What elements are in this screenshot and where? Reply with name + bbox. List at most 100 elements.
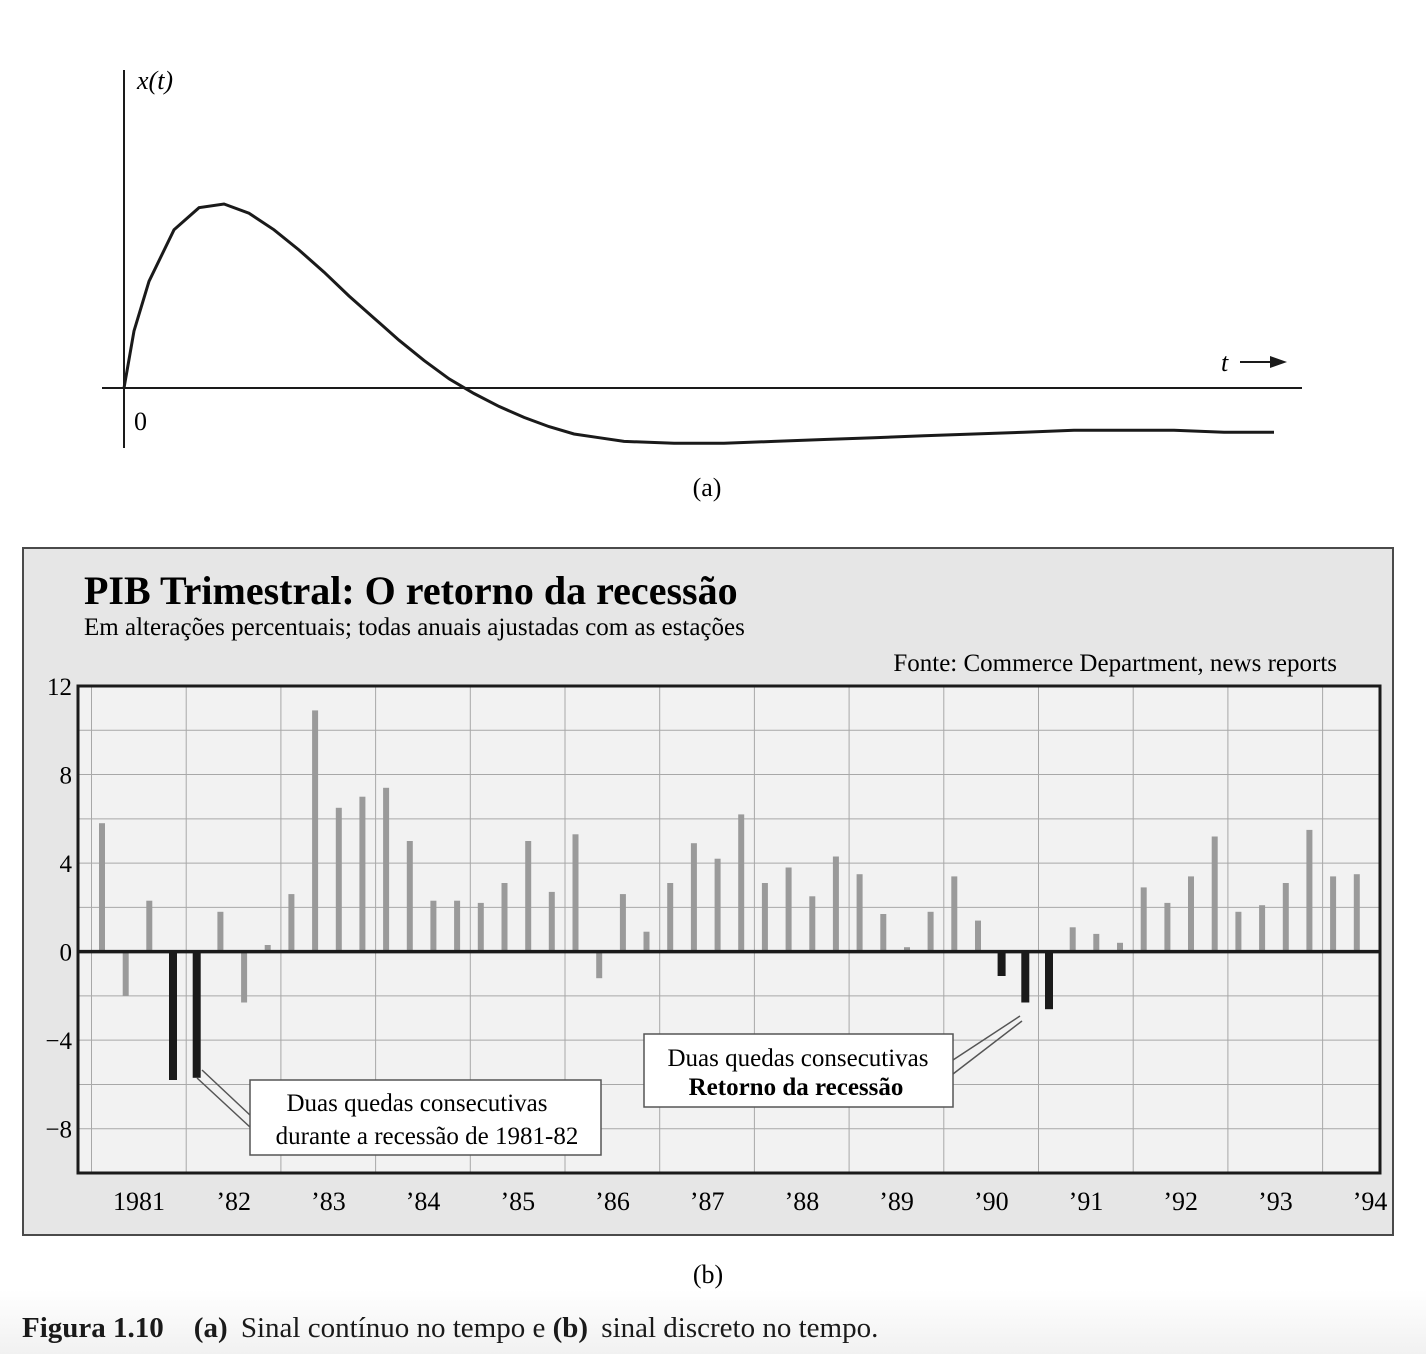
bar-quarter (1282, 883, 1289, 952)
bar-quarter (501, 883, 508, 952)
x-year-label: ’88 (785, 1187, 820, 1216)
annotation-recession-1981-82: Duas quedas consecutivas durante a reces… (196, 1069, 602, 1156)
bar-quarter (785, 867, 792, 952)
caption-text-a: Sinal contínuo no tempo e (240, 1312, 546, 1344)
bar-quarter (1211, 836, 1218, 952)
chart-subtitle: Em alterações percentuais; todas anuais … (84, 614, 745, 641)
bar-quarter (809, 896, 816, 952)
bar-quarter (454, 900, 461, 952)
bar-quarter (951, 876, 958, 952)
bar-quarter (1306, 829, 1313, 952)
x-year-label: ’82 (216, 1187, 251, 1216)
x-year-label: ’87 (690, 1187, 725, 1216)
x-year-label: ’83 (311, 1187, 346, 1216)
x-year-label: ’86 (595, 1187, 630, 1216)
y-tick-label: 12 (47, 674, 72, 701)
bar-quarter (335, 807, 342, 952)
origin-label-a: 0 (134, 407, 147, 436)
bar-quarter (1093, 933, 1100, 952)
bar-quarter (122, 951, 129, 996)
figure-number: Figura 1.10 (22, 1312, 164, 1344)
annotation-pointer-1 (201, 1069, 252, 1117)
arrow-right-icon (1240, 356, 1287, 368)
bar-quarter (596, 951, 603, 979)
caption-text-b: sinal discreto no tempo. (601, 1312, 879, 1344)
bar-quarter (738, 814, 745, 952)
bar-quarter (690, 843, 697, 952)
bar-quarter (241, 951, 248, 1003)
bar-quarter (880, 914, 887, 952)
bar-recession-quarter (192, 951, 201, 1078)
y-tick-label: −4 (45, 1028, 72, 1055)
bar-quarter (761, 883, 768, 952)
bar-quarter (667, 883, 674, 952)
annotation-box-1 (249, 1079, 602, 1156)
bar-quarter (383, 787, 390, 952)
bar-quarter (714, 858, 721, 952)
bar-quarter (975, 920, 981, 952)
annotation-recession-return: Duas quedas consecutivas Retorno da rece… (643, 1015, 1023, 1108)
x-year-label: ’93 (1258, 1187, 1293, 1216)
x-year-label: ’92 (1163, 1187, 1198, 1216)
bar-quarter (1235, 911, 1242, 952)
annotation-box-2 (643, 1033, 954, 1108)
bar-quarter (1330, 876, 1337, 952)
x-axis-label-a: t (1221, 348, 1229, 377)
panel-label-a: (a) (693, 473, 722, 502)
annotation-pointer-2 (952, 1015, 1021, 1061)
bar-quarter (99, 823, 105, 952)
bar-quarter (146, 900, 153, 952)
figure-caption: Figura 1.10 (a) Sinal contínuo no tempo e… (22, 1312, 878, 1345)
y-axis-label-a: x(t) (136, 66, 173, 95)
x-year-label: ’90 (974, 1187, 1009, 1216)
bar-quarter (359, 796, 366, 952)
plot-frame (76, 684, 1382, 1175)
bar-quarter (312, 710, 319, 952)
bar-quarter (217, 911, 224, 952)
caption-band (0, 1290, 1426, 1354)
bar-quarter (1164, 902, 1171, 952)
bar-quarter (1069, 927, 1076, 952)
signal-curve (122, 202, 1274, 445)
bar-quarter (477, 902, 484, 952)
bar-quarter (619, 894, 626, 952)
bar-quarter (856, 874, 863, 952)
bar-quarter (832, 856, 839, 952)
caption-label-b: (b) (552, 1312, 589, 1344)
bar-quarter (264, 945, 271, 952)
panel-label-b: (b) (693, 1260, 723, 1289)
bar-quarter (927, 911, 934, 952)
annotation-1-line-1: Duas quedas consecutivas (286, 1090, 547, 1117)
bar-quarter (548, 891, 555, 952)
bar-series (99, 710, 1360, 1080)
bar-recession-quarter (997, 951, 1006, 976)
y-tick-label: 0 (60, 940, 73, 967)
y-axis-ticks: 12 8 4 0 −4 −8 (45, 674, 72, 1144)
continuous-signal-plot: x(t) 0 t (a) (102, 66, 1302, 502)
y-tick-label: 4 (60, 851, 73, 878)
annotation-2-line-2: Retorno da recessão (689, 1074, 904, 1101)
bar-recession-quarter (1045, 951, 1053, 1010)
x-year-label: 1981 (113, 1187, 165, 1216)
chart-source: Fonte: Commerce Department, news reports (893, 650, 1337, 677)
bar-quarter (643, 931, 650, 952)
y-tick-label: −8 (45, 1117, 72, 1144)
x-year-label: ’84 (406, 1187, 441, 1216)
y-tick-label: 8 (60, 763, 73, 790)
caption-label-a: (a) (193, 1312, 228, 1344)
bar-quarter (1117, 942, 1123, 952)
bar-quarter (288, 894, 295, 952)
bar-quarter (1140, 887, 1147, 952)
annotation-1-line-2: durante a recessão de 1981-82 (276, 1123, 579, 1150)
chart-title: PIB Trimestral: O retorno da recessão (84, 568, 738, 613)
bar-quarter (525, 841, 532, 952)
bar-quarter (1353, 874, 1360, 952)
bar-quarter (1188, 876, 1194, 952)
bar-quarter (406, 841, 413, 952)
bar-quarter (1259, 905, 1266, 952)
bar-recession-quarter (169, 951, 177, 1080)
bar-quarter (572, 834, 579, 952)
annotation-2-line-1: Duas quedas consecutivas (667, 1045, 928, 1072)
gdp-bar-chart: PIB Trimestral: O retorno da recessão Em… (22, 547, 1394, 1289)
